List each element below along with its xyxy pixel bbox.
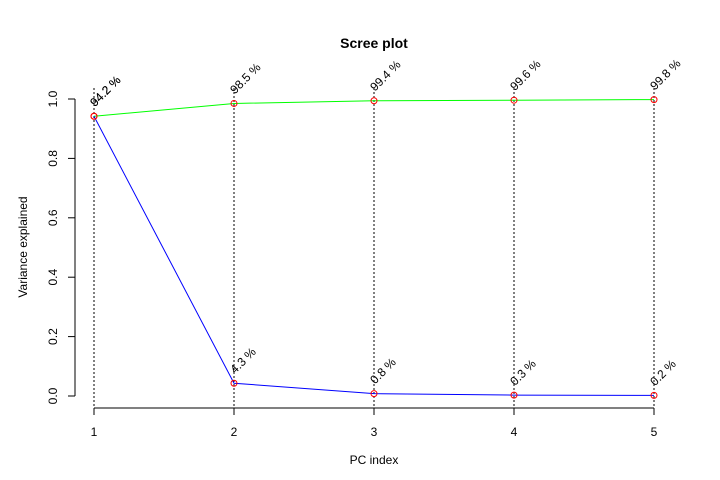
y-tick-label: 0.2 [46, 328, 60, 345]
data-label: 99.6 % [507, 57, 544, 94]
axes: 1 2 3 4 5 0.0 0.2 0.4 0.6 0.8 1.0 [46, 90, 658, 439]
y-tick-label: 0.6 [46, 209, 60, 226]
data-point [510, 96, 518, 104]
data-labels: 94.2 % 98.5 % 99.4 % 99.6 % 99.8 %94.2 %4.3 … [87, 56, 684, 388]
data-label: 0.3 % [507, 356, 539, 388]
y-tick-label: 1.0 [46, 90, 60, 107]
data-label: 94.2 % [87, 73, 124, 110]
y-tick-label: 0.4 [46, 269, 60, 286]
series-line-2 [93, 115, 655, 396]
y-tick-label: 0.8 [46, 150, 60, 167]
data-point [230, 99, 238, 107]
data-label: 98.5 % [227, 60, 264, 97]
y-tick-label: 0.0 [46, 387, 60, 404]
data-point [650, 391, 658, 399]
x-axis-title: PC index [350, 453, 399, 467]
y-axis-title: Variance explained [16, 196, 30, 297]
x-tick-label: 2 [231, 425, 238, 439]
points [90, 96, 658, 399]
x-tick-label: 4 [511, 425, 518, 439]
chart-title: Scree plot [340, 35, 408, 51]
data-point [230, 379, 238, 387]
x-tick-label: 3 [371, 425, 378, 439]
data-point [90, 112, 98, 120]
vertical-guide-lines [93, 88, 655, 408]
data-label: 0.2 % [647, 357, 679, 389]
data-point [510, 391, 518, 399]
data-point [370, 390, 378, 398]
data-label: 4.3 % [227, 345, 259, 377]
data-point [370, 97, 378, 105]
data-point [650, 96, 658, 104]
x-tick-label: 1 [91, 425, 98, 439]
series-lines [93, 99, 655, 396]
x-tick-label: 5 [651, 425, 658, 439]
series-line-1 [93, 99, 655, 117]
data-label: 99.4 % [367, 57, 404, 94]
data-label: 99.8 % [647, 56, 684, 93]
data-label: 0.8 % [367, 355, 399, 387]
